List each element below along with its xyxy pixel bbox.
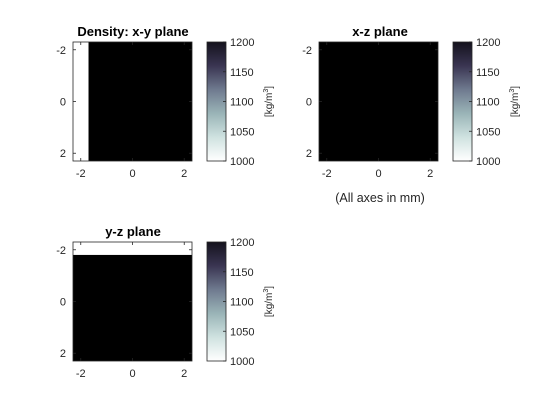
colorbar: 1200 1150 1100 1050 1000 [kg/m3]	[452, 37, 521, 168]
subplot-3: y-z plane -2 0 2 -2 0 2 1200 1150 1100 1050 1000 [kg…	[56, 224, 275, 380]
subplot-title: y-z plane	[105, 224, 161, 239]
y-tick-label: -2	[56, 245, 66, 257]
x-tick-label: 0	[129, 168, 135, 180]
colorbar-tick-label: 1000	[230, 356, 254, 368]
y-tick-label: -2	[302, 45, 312, 57]
heatmap-region	[73, 42, 89, 161]
colorbar-tick-label: 1100	[230, 97, 254, 109]
colorbar-tick-label: 1100	[476, 97, 500, 109]
colorbar-tick-label: 1200	[230, 37, 254, 49]
subplot-1: Density: x-y plane -2 0 2 -2 0 2 1200 1150 1100 10…	[56, 24, 275, 180]
colorbar-label: [kg/m3]	[509, 86, 521, 117]
subplot-title: Density: x-y plane	[77, 24, 188, 39]
colorbar-tick-label: 1100	[230, 297, 254, 309]
x-tick-label: 2	[427, 168, 433, 180]
y-tick-label: -2	[56, 45, 66, 57]
heatmap-region	[73, 242, 192, 255]
x-tick-label: 0	[129, 368, 135, 380]
colorbar-tick-label: 1200	[230, 237, 254, 249]
x-tick-label: 2	[181, 168, 187, 180]
colorbar-label: [kg/m3]	[263, 286, 275, 317]
x-tick-label: -2	[76, 368, 86, 380]
y-tick-label: 0	[306, 97, 312, 109]
colorbar-tick-label: 1050	[230, 326, 254, 338]
colorbar-tick-label: 1200	[476, 37, 500, 49]
subplot-title: x-z plane	[352, 24, 408, 39]
heatmap-region	[319, 42, 438, 161]
y-tick-label: 0	[60, 97, 66, 109]
colorbar-tick-label: 1050	[230, 126, 254, 138]
colorbar-tick-label: 1000	[230, 156, 254, 168]
colorbar-label: [kg/m3]	[263, 86, 275, 117]
subplots: Density: x-y plane -2 0 2 -2 0 2 1200 1150 1100 10…	[56, 24, 521, 380]
x-tick-label: -2	[322, 168, 332, 180]
y-tick-label: 2	[60, 348, 66, 360]
colorbar-tick-label: 1000	[476, 156, 500, 168]
y-tick-label: 2	[60, 148, 66, 160]
colorbar: 1200 1150 1100 1050 1000 [kg/m3]	[206, 237, 275, 368]
x-tick-label: 0	[375, 168, 381, 180]
colorbar-tick-label: 1150	[230, 67, 254, 79]
colorbar: 1200 1150 1100 1050 1000 [kg/m3]	[206, 37, 275, 168]
x-tick-label: 2	[181, 368, 187, 380]
heatmap-region	[73, 254, 192, 361]
subplot-2: x-z plane -2 0 2 -2 0 2 1200 1150 1100 1050 1000 [kg…	[302, 24, 521, 180]
axes-units-note: (All axes in mm)	[335, 191, 425, 205]
colorbar-tick-label: 1150	[230, 267, 254, 279]
heatmap-region	[88, 42, 192, 161]
x-tick-label: -2	[76, 168, 86, 180]
colorbar-tick-label: 1150	[476, 67, 500, 79]
y-tick-label: 2	[306, 148, 312, 160]
y-tick-label: 0	[60, 297, 66, 309]
colorbar-tick-label: 1050	[476, 126, 500, 138]
